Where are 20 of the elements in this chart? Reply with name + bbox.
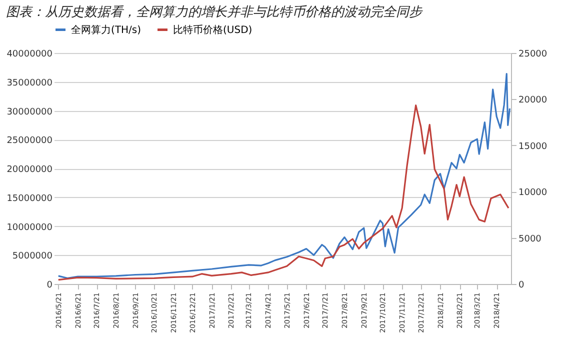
y-tick-label: 10000000 <box>6 222 53 233</box>
y2-tick-label: 10000 <box>518 188 548 198</box>
y-tick-label: 25000000 <box>6 136 53 146</box>
chart-title: 图表：从历史数据看，全网算力的增长并非与比特币价格的波动完全同步 <box>6 4 424 20</box>
y-tick-label: 40000000 <box>6 50 53 60</box>
line-series <box>58 104 510 281</box>
y-tick-label: 0 <box>46 280 53 290</box>
y2-tick-label: 25000 <box>518 50 548 60</box>
y-tick-label: 15000000 <box>6 194 53 204</box>
y2-tick-label: 20000 <box>518 96 548 106</box>
y-tick-label: 35000000 <box>6 78 53 88</box>
line-series <box>58 72 511 280</box>
y-tick-label: 5000000 <box>12 252 53 262</box>
y2-tick-label: 15000 <box>518 142 548 152</box>
legend-label: 比特币价格(USD) <box>173 24 252 36</box>
y-tick-label: 30000000 <box>6 107 53 118</box>
y2-tick-label: 0 <box>518 280 524 290</box>
legend-label: 全网算力(TH/s) <box>71 24 142 36</box>
y2-tick-label: 5000 <box>518 234 542 244</box>
y-tick-label: 20000000 <box>6 165 53 175</box>
